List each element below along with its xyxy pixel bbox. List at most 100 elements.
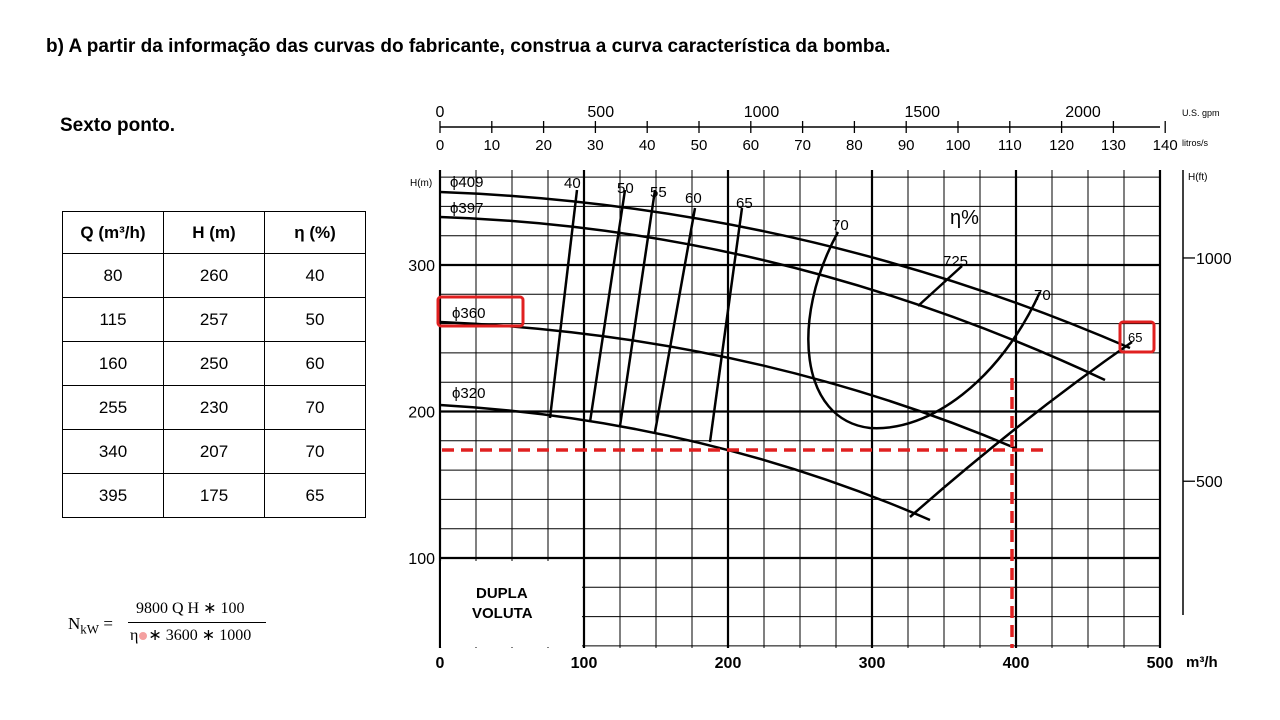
fraction-bar [128,622,266,623]
x-unit: m³/h [1186,654,1218,671]
ls-tick-label: 40 [639,137,656,154]
highlight-65 [1118,320,1156,354]
formula-lhs: NkW = [68,614,113,637]
d-label: ϕ397 [450,200,483,217]
ls-tick-label: 30 [587,137,604,154]
denominator-rest: ∗ 3600 ∗ 1000 [148,627,252,644]
eff-40 [548,189,579,419]
e-label: 70 [1034,287,1051,304]
header-row: Q (m³/h) H (m) η (%) [62,211,366,254]
table-row: 80 260 40 [62,253,366,298]
x-tick-label: 100 [571,655,598,672]
box-blank [441,561,582,647]
header-cell: η (%) [264,211,366,254]
highlight-360 [436,295,525,328]
e-label: 55 [650,184,667,201]
table-cell: 70 [264,385,366,430]
eff-65-right [909,340,1133,518]
table-cell: 175 [163,473,265,518]
title: b) A partir da informação das curvas do … [46,36,891,57]
ft-tick-label: 500 [1196,474,1223,491]
table-row: 395 175 65 [62,473,366,518]
gpm-unit: U.S. gpm [1182,108,1220,118]
y-tick-label: 100 [408,551,435,568]
box-label: VOLUTA [472,605,533,622]
x-tick-label: 500 [1147,655,1174,672]
curve-320 [439,403,931,522]
table-cell: 65 [264,473,366,518]
table-cell: 340 [62,429,164,474]
ls-tick-label: 110 [998,137,1022,154]
e-label: 65 [736,195,753,212]
ls-tick-label: 120 [1049,137,1074,154]
ft-tick-label: 1000 [1196,251,1232,268]
curve-labels: ϕ409 ϕ397 ϕ360 ϕ320 40 50 55 60 65 70 72… [410,108,1220,671]
d-label: ϕ360 [452,305,485,322]
x-tick-label: 0 [436,655,445,672]
formula-denominator: η ∗ 3600 ∗ 1000 [130,625,251,645]
eff-50 [588,189,627,423]
ls-tick-label: 80 [846,137,863,154]
table-row: 115 257 50 [62,297,366,342]
eff-70 [807,231,1042,430]
eff-65 [708,207,744,443]
gpm-tick-label: 1500 [904,104,940,121]
formula-sub: kW [80,621,100,637]
e-label: 70 [832,217,849,234]
gpm-tick-label: 0 [436,104,445,121]
table-cell: 260 [163,253,265,298]
e-label: 40 [564,175,581,192]
table-cell: 395 [62,473,164,518]
ls-tick-label: 100 [945,137,970,154]
table-row: 255 230 70 [62,385,366,430]
table-cell: 230 [163,385,265,430]
h-unit: H(m) [410,178,432,189]
y-tick-label: 200 [408,405,435,422]
table-cell: 255 [62,385,164,430]
x-tick-label: 300 [859,655,886,672]
box-label: DUPLA [476,585,528,602]
x-tick-label: 200 [715,655,742,672]
table-cell: 70 [264,429,366,474]
eff-60 [653,207,697,433]
ls-tick-label: 140 [1153,137,1178,154]
table-cell: 257 [163,297,265,342]
ls-tick-label: 60 [742,137,759,154]
ls-tick-label: 130 [1101,137,1126,154]
eff-725 [917,265,963,307]
curve-360 [439,320,1016,450]
ls-tick-label: 90 [898,137,915,154]
d-label: ϕ409 [450,174,483,191]
ft-unit: H(ft) [1188,172,1207,183]
y-tick-label: 300 [408,258,435,275]
formula-equals: = [103,614,113,633]
table-row: 340 207 70 [62,429,366,474]
curves [439,189,1133,522]
table-cell: 40 [264,253,366,298]
formula-n: N [68,614,81,633]
e-label: 60 [685,190,702,207]
e-label: 50 [617,180,634,197]
red-guides [442,378,1045,648]
ls-tick-label: 50 [691,137,708,154]
table-cell: 160 [62,341,164,386]
ls-tick-label: 20 [535,137,552,154]
curve-409 [439,190,1131,350]
eta-label: η% [950,207,979,229]
header-cell: Q (m³/h) [62,211,164,254]
formula-numerator: 9800 Q H ∗ 100 [136,600,245,617]
x-tick-label: 400 [1003,655,1030,672]
ls-tick-label: 0 [436,137,444,154]
ls-tick-label: 70 [794,137,811,154]
eff-55 [618,189,657,427]
d-label: ϕ320 [452,385,485,402]
subtitle: Sexto ponto. [60,115,176,136]
gpm-tick-label: 500 [587,104,614,121]
red-dot [139,632,148,640]
gpm-tick-label: 2000 [1065,104,1101,121]
eta: η [130,627,139,644]
table-cell: 115 [62,297,164,342]
ls-tick-label: 10 [483,137,500,154]
